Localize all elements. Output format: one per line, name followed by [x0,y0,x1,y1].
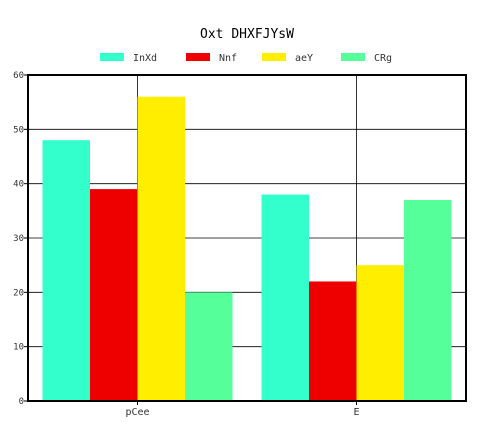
y-tick-label: 30 [13,234,24,244]
legend-swatch-CRg [341,53,365,61]
legend: InXd Nnf aeY CRg [100,53,392,64]
x-tick-label: pCee [125,407,149,418]
legend-label-CRg: CRg [374,53,392,64]
legend-swatch-aeY [262,53,286,61]
x-tick-label: E [353,407,359,418]
bar-aeY-E [356,265,404,401]
x-axis: pCee E [125,401,360,418]
legend-label-aeY: aeY [295,53,313,64]
y-tick-label: 40 [13,180,24,190]
chart-title: Oxt DHXFJYsW [200,27,294,42]
bar-aeY-pCee [137,96,185,401]
bar-CRg-E [404,199,452,401]
y-tick-label: 10 [13,343,24,353]
bar-InXd-pCee [42,140,90,401]
y-axis: 0 10 20 30 40 50 60 [13,71,28,407]
bar-Nnf-E [309,281,357,401]
bars [42,96,452,401]
y-tick-label: 0 [19,397,24,407]
y-tick-label: 20 [13,288,24,298]
legend-label-InXd: InXd [133,53,157,64]
y-tick-label: 60 [13,71,24,81]
y-tick-label: 50 [13,125,24,135]
bar-CRg-pCee [185,292,233,401]
legend-swatch-InXd [100,53,124,61]
bar-InXd-E [261,194,309,401]
legend-swatch-Nnf [186,53,210,61]
legend-label-Nnf: Nnf [219,53,237,64]
bar-Nnf-pCee [90,189,138,401]
